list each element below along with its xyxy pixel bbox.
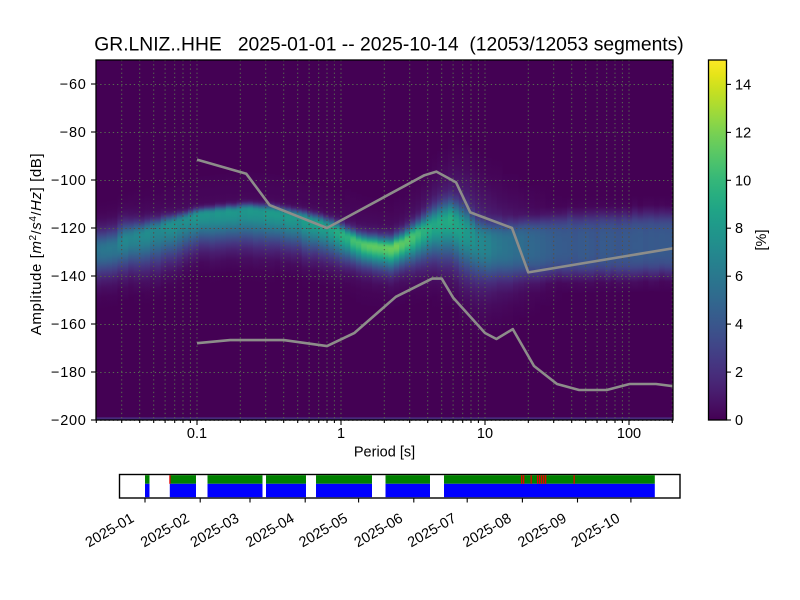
svg-text:−120: −120 [51,221,86,237]
svg-text:14: 14 [735,77,751,93]
svg-text:−160: −160 [51,317,86,333]
svg-text:Period [s]: Period [s] [354,445,415,461]
svg-text:2: 2 [735,365,743,381]
svg-text:1: 1 [337,426,345,442]
svg-text:6: 6 [735,269,743,285]
svg-text:12: 12 [735,125,751,141]
svg-text:0.1: 0.1 [187,426,207,442]
svg-text:−60: −60 [60,77,87,93]
svg-text:4: 4 [735,317,743,333]
svg-text:−200: −200 [51,413,86,429]
svg-text:10: 10 [477,426,493,442]
svg-text:8: 8 [735,221,743,237]
svg-text:Amplitude [m2/s4/Hz] [dB]: Amplitude [m2/s4/Hz] [dB] [28,153,45,335]
svg-text:100: 100 [617,426,641,442]
svg-text:−140: −140 [51,269,86,285]
svg-text:[%]: [%] [754,230,770,251]
svg-text:−180: −180 [51,365,86,381]
svg-text:−80: −80 [60,125,87,141]
svg-text:0: 0 [735,413,743,429]
svg-text:10: 10 [735,173,751,189]
svg-text:−100: −100 [51,173,86,189]
svg-text:GR.LNIZ..HHE 2025-01-01 -- 2: GR.LNIZ..HHE 2025-01-01 -- 2025-10-14 (1… [94,35,683,56]
